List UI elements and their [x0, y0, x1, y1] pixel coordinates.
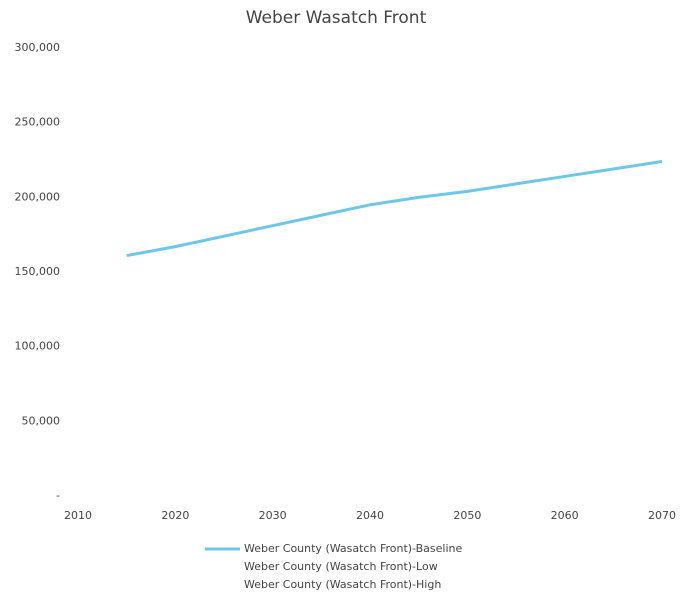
- x-tick-label: 2070: [648, 509, 676, 522]
- chart-title: Weber Wasatch Front: [246, 8, 427, 28]
- x-tick-label: 2060: [551, 509, 579, 522]
- x-tick-label: 2030: [259, 509, 287, 522]
- y-tick-label: 50,000: [22, 414, 61, 427]
- y-tick-label: 250,000: [15, 116, 61, 129]
- legend-label: Weber County (Wasatch Front)-High: [244, 578, 441, 591]
- y-tick-label: -: [56, 489, 60, 502]
- x-tick-label: 2040: [356, 509, 384, 522]
- x-tick-label: 2010: [64, 509, 92, 522]
- y-tick-label: 200,000: [15, 190, 61, 203]
- y-tick-label: 150,000: [15, 265, 61, 278]
- y-tick-label: 100,000: [15, 340, 61, 353]
- series-line: [126, 160, 663, 258]
- y-tick-label: 300,000: [15, 41, 61, 54]
- x-tick-label: 2050: [453, 509, 481, 522]
- legend-label: Weber County (Wasatch Front)-Baseline: [244, 542, 463, 555]
- x-tick-label: 2020: [161, 509, 189, 522]
- legend-label: Weber County (Wasatch Front)-Low: [244, 560, 438, 573]
